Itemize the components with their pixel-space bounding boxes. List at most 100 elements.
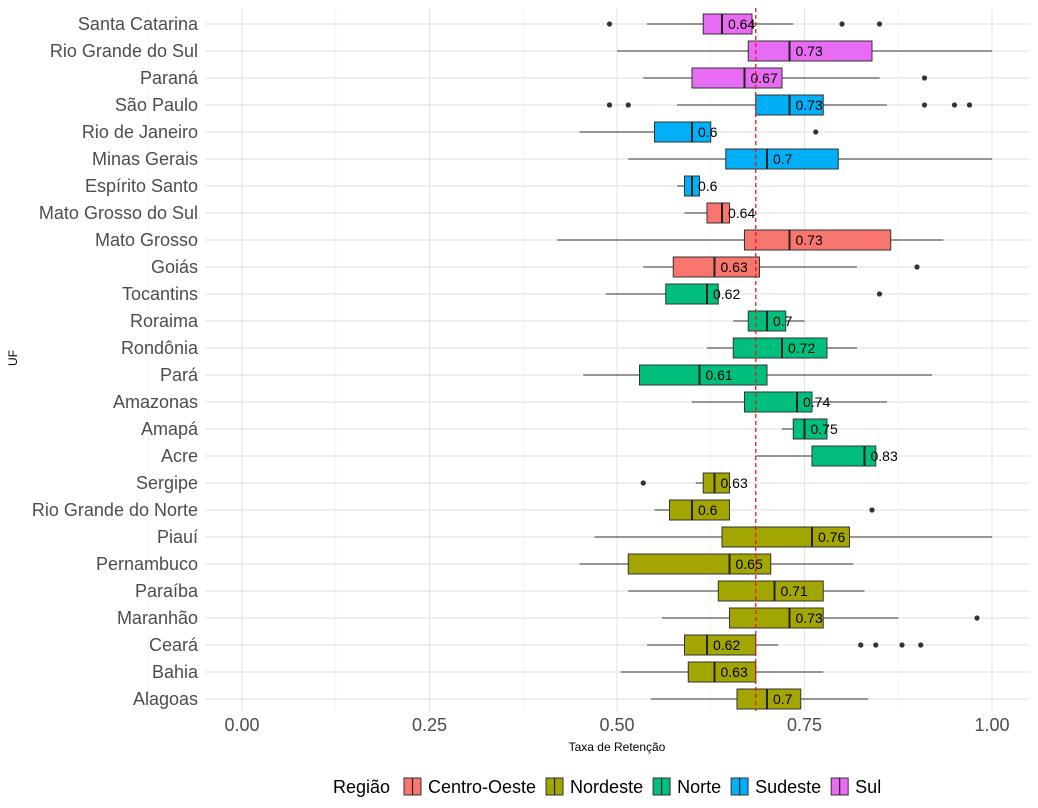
- y-tick-label: Tocantins: [122, 284, 198, 304]
- outlier-point: [640, 480, 646, 486]
- outlier-point: [876, 291, 883, 297]
- y-axis-title: UF: [6, 350, 20, 366]
- box: [811, 445, 877, 467]
- legend-label: Norte: [677, 777, 721, 797]
- outlier-point: [918, 642, 924, 648]
- outlier-point: [899, 642, 905, 648]
- outlier-point: [974, 615, 980, 621]
- median-label: 0.74: [803, 394, 830, 410]
- outlier-point: [813, 129, 819, 135]
- outlier-point: [839, 21, 845, 27]
- median-label: 0.73: [796, 610, 823, 626]
- legend-label: Sul: [855, 777, 881, 797]
- outlier-point: [951, 102, 958, 108]
- box: [721, 526, 850, 548]
- x-tick-label: 1.00: [974, 715, 1009, 735]
- median-label: 0.6: [698, 178, 718, 194]
- median-label: 0.63: [721, 259, 748, 275]
- median-label: 0.63: [721, 475, 748, 491]
- median-label: 0.73: [796, 232, 823, 248]
- y-tick-label: Paraíba: [135, 581, 199, 601]
- median-label: 0.75: [811, 421, 838, 437]
- x-tick-label: 0.25: [412, 715, 447, 735]
- median-label: 0.83: [871, 448, 898, 464]
- median-label: 0.62: [713, 286, 740, 302]
- x-tick-label: 0.75: [787, 715, 822, 735]
- y-tick-label: Espírito Santo: [85, 176, 198, 196]
- y-tick-label: Pará: [160, 365, 199, 385]
- box: [627, 553, 772, 575]
- median-label: 0.64: [728, 205, 755, 221]
- outlier-point: [876, 21, 883, 27]
- box: [687, 661, 757, 683]
- median-label: 0.65: [736, 556, 763, 572]
- y-tick-label: Ceará: [149, 635, 199, 655]
- outlier-point: [921, 102, 928, 108]
- median-label: 0.7: [773, 313, 793, 329]
- median-label: 0.62: [713, 637, 740, 653]
- box: [654, 121, 712, 143]
- y-tick-label: Pernambuco: [96, 554, 198, 574]
- median-label: 0.6: [698, 502, 718, 518]
- median-label: 0.76: [818, 529, 845, 545]
- y-tick-label: Mato Grosso do Sul: [39, 203, 198, 223]
- median-label: 0.63: [721, 664, 748, 680]
- median-label: 0.73: [796, 97, 823, 113]
- outlier-point: [869, 507, 875, 513]
- box: [747, 40, 873, 62]
- box: [706, 202, 730, 224]
- box: [792, 418, 828, 440]
- median-label: 0.71: [781, 583, 808, 599]
- box: [702, 472, 730, 494]
- box: [702, 13, 753, 35]
- outlier-point: [606, 102, 613, 108]
- outlier-point: [914, 264, 920, 270]
- y-tick-label: Rio de Janeiro: [82, 122, 198, 142]
- box: [744, 229, 892, 251]
- box: [736, 688, 802, 710]
- median-label: 0.64: [728, 16, 755, 32]
- y-tick-label: Minas Gerais: [92, 149, 198, 169]
- legend-label: Nordeste: [570, 777, 643, 797]
- y-tick-label: Goiás: [151, 257, 198, 277]
- y-tick-label: Sergipe: [136, 473, 198, 493]
- y-tick-label: Acre: [161, 446, 198, 466]
- y-tick-label: Piauí: [157, 527, 198, 547]
- x-tick-label: 0.50: [599, 715, 634, 735]
- y-tick-label: Bahia: [152, 662, 199, 682]
- y-tick-label: Rio Grande do Sul: [50, 41, 198, 61]
- y-tick-label: Maranhão: [117, 608, 198, 628]
- median-label: 0.7: [773, 691, 793, 707]
- box: [691, 67, 783, 89]
- y-tick-label: Rio Grande do Norte: [32, 500, 198, 520]
- y-tick-label: São Paulo: [115, 95, 198, 115]
- box: [729, 607, 824, 629]
- box: [669, 499, 730, 521]
- box: [639, 364, 768, 386]
- x-tick-label: 0.00: [224, 715, 259, 735]
- median-label: 0.73: [796, 43, 823, 59]
- legend-label: Centro-Oeste: [428, 777, 536, 797]
- median-label: 0.72: [788, 340, 815, 356]
- outlier-point: [873, 642, 879, 648]
- outlier-point: [966, 102, 973, 108]
- box: [732, 337, 828, 359]
- outlier-point: [606, 21, 613, 27]
- x-axis-title: Taxa de Retenção: [569, 740, 666, 754]
- outlier-point: [858, 642, 864, 648]
- y-tick-label: Rondônia: [121, 338, 199, 358]
- legend-label: Sudeste: [755, 777, 821, 797]
- y-tick-label: Amapá: [141, 419, 199, 439]
- box: [672, 256, 760, 278]
- outlier-point: [625, 102, 631, 108]
- y-tick-label: Santa Catarina: [78, 14, 199, 34]
- median-label: 0.6: [698, 124, 718, 140]
- y-tick-label: Mato Grosso: [95, 230, 198, 250]
- y-tick-label: Amazonas: [113, 392, 198, 412]
- median-label: 0.7: [773, 151, 793, 167]
- outlier-point: [921, 75, 928, 81]
- y-tick-label: Paraná: [140, 68, 199, 88]
- median-label: 0.67: [751, 70, 778, 86]
- box: [744, 391, 813, 413]
